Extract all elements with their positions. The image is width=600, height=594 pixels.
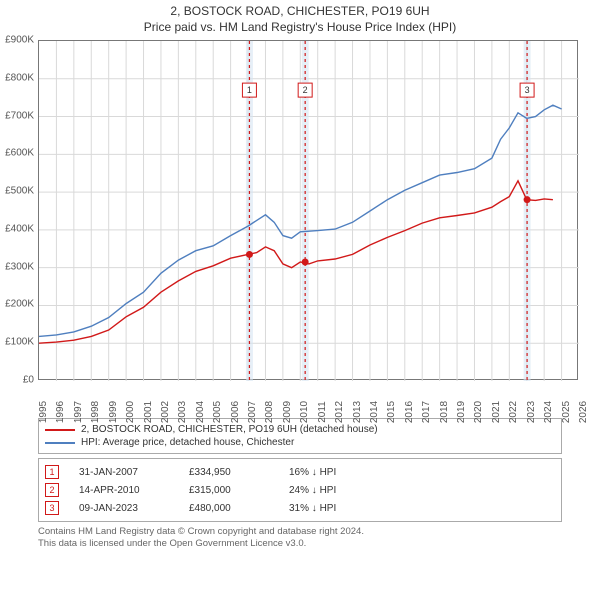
x-tick-label: 2018 bbox=[439, 401, 449, 423]
x-tick-label: 2009 bbox=[282, 401, 292, 423]
sale-delta: 16% ↓ HPI bbox=[289, 467, 379, 478]
sale-badge: 3 bbox=[45, 501, 59, 515]
chart-container: { "title": "2, BOSTOCK ROAD, CHICHESTER,… bbox=[0, 4, 600, 594]
x-tick-label: 2001 bbox=[143, 401, 153, 423]
y-tick-label: £300K bbox=[0, 261, 34, 272]
sale-price: £315,000 bbox=[189, 485, 269, 496]
plot-area: 1 2 3 bbox=[38, 40, 578, 380]
sale-price: £334,950 bbox=[189, 467, 269, 478]
x-tick-label: 1998 bbox=[90, 401, 100, 423]
sale-price: £480,000 bbox=[189, 503, 269, 514]
legend-label: HPI: Average price, detached house, Chic… bbox=[81, 437, 294, 448]
y-tick-label: £600K bbox=[0, 148, 34, 159]
x-tick-label: 2022 bbox=[508, 401, 518, 423]
sale-row: 2 14-APR-2010 £315,000 24% ↓ HPI bbox=[45, 481, 555, 499]
svg-text:1: 1 bbox=[247, 85, 252, 95]
x-tick-label: 2008 bbox=[264, 401, 274, 423]
x-tick-label: 2021 bbox=[491, 401, 501, 423]
x-tick-label: 2025 bbox=[561, 401, 571, 423]
x-tick-label: 2024 bbox=[543, 401, 553, 423]
sale-badge: 1 bbox=[45, 465, 59, 479]
x-tick-label: 2011 bbox=[317, 401, 327, 423]
sale-delta: 31% ↓ HPI bbox=[289, 503, 379, 514]
x-tick-label: 2019 bbox=[456, 401, 466, 423]
x-tick-label: 2000 bbox=[125, 401, 135, 423]
chart-area: £0£100K£200K£300K£400K£500K£600K£700K£80… bbox=[38, 40, 598, 410]
x-axis: 1995 1996 1997 1998 1999 2000 2001 2002 2003 2004… bbox=[38, 382, 578, 422]
chart-title: 2, BOSTOCK ROAD, CHICHESTER, PO19 6UH bbox=[0, 4, 600, 18]
y-tick-label: £200K bbox=[0, 299, 34, 310]
legend-label: 2, BOSTOCK ROAD, CHICHESTER, PO19 6UH (d… bbox=[81, 424, 378, 435]
plot-svg: 1 2 3 bbox=[39, 41, 579, 381]
y-tick-label: £900K bbox=[0, 35, 34, 46]
attribution: Contains HM Land Registry data © Crown c… bbox=[38, 526, 562, 551]
y-tick-label: £700K bbox=[0, 110, 34, 121]
svg-text:3: 3 bbox=[525, 85, 530, 95]
x-tick-label: 2005 bbox=[212, 401, 222, 423]
x-tick-label: 1996 bbox=[55, 401, 65, 423]
sale-date: 09-JAN-2023 bbox=[79, 503, 169, 514]
x-tick-label: 2002 bbox=[160, 401, 170, 423]
y-tick-label: £500K bbox=[0, 186, 34, 197]
y-tick-label: £800K bbox=[0, 72, 34, 83]
sale-date: 31-JAN-2007 bbox=[79, 467, 169, 478]
x-tick-label: 2006 bbox=[230, 401, 240, 423]
x-tick-label: 2026 bbox=[578, 401, 588, 423]
x-tick-label: 2017 bbox=[421, 401, 431, 423]
legend-swatch bbox=[45, 429, 75, 431]
attribution-line-1: Contains HM Land Registry data © Crown c… bbox=[38, 526, 562, 538]
x-tick-label: 2014 bbox=[369, 401, 379, 423]
y-axis: £0 £100K £200K £300K £400K £500K £600K £700K £80… bbox=[2, 40, 36, 410]
x-tick-label: 2020 bbox=[473, 401, 483, 423]
x-tick-label: 2003 bbox=[177, 401, 187, 423]
chart-subtitle: Price paid vs. HM Land Registry's House … bbox=[0, 20, 600, 34]
x-tick-label: 2012 bbox=[334, 401, 344, 423]
legend: 2, BOSTOCK ROAD, CHICHESTER, PO19 6UH (d… bbox=[38, 418, 562, 454]
x-tick-label: 2004 bbox=[195, 401, 205, 423]
x-tick-label: 2016 bbox=[404, 401, 414, 423]
x-tick-label: 2023 bbox=[526, 401, 536, 423]
sale-badge: 2 bbox=[45, 483, 59, 497]
sales-table: 1 31-JAN-2007 £334,950 16% ↓ HPI 2 14-APR-201… bbox=[38, 458, 562, 522]
x-tick-label: 1995 bbox=[38, 401, 48, 423]
legend-swatch bbox=[45, 442, 75, 444]
x-tick-label: 2015 bbox=[386, 401, 396, 423]
x-tick-label: 2013 bbox=[352, 401, 362, 423]
x-tick-label: 2007 bbox=[247, 401, 257, 423]
sale-row: 1 31-JAN-2007 £334,950 16% ↓ HPI bbox=[45, 463, 555, 481]
x-tick-label: 2010 bbox=[299, 401, 309, 423]
y-tick-label: £100K bbox=[0, 337, 34, 348]
legend-item-hpi: HPI: Average price, detached house, Chic… bbox=[45, 436, 555, 449]
y-tick-label: £400K bbox=[0, 223, 34, 234]
sale-row: 3 09-JAN-2023 £480,000 31% ↓ HPI bbox=[45, 499, 555, 517]
svg-text:2: 2 bbox=[303, 85, 308, 95]
y-tick-label: £0 bbox=[0, 375, 34, 386]
x-tick-label: 1999 bbox=[108, 401, 118, 423]
series-subject bbox=[39, 181, 553, 343]
sale-delta: 24% ↓ HPI bbox=[289, 485, 379, 496]
x-tick-label: 1997 bbox=[73, 401, 83, 423]
attribution-line-2: This data is licensed under the Open Gov… bbox=[38, 538, 562, 550]
legend-item-subject: 2, BOSTOCK ROAD, CHICHESTER, PO19 6UH (d… bbox=[45, 423, 555, 436]
sale-date: 14-APR-2010 bbox=[79, 485, 169, 496]
